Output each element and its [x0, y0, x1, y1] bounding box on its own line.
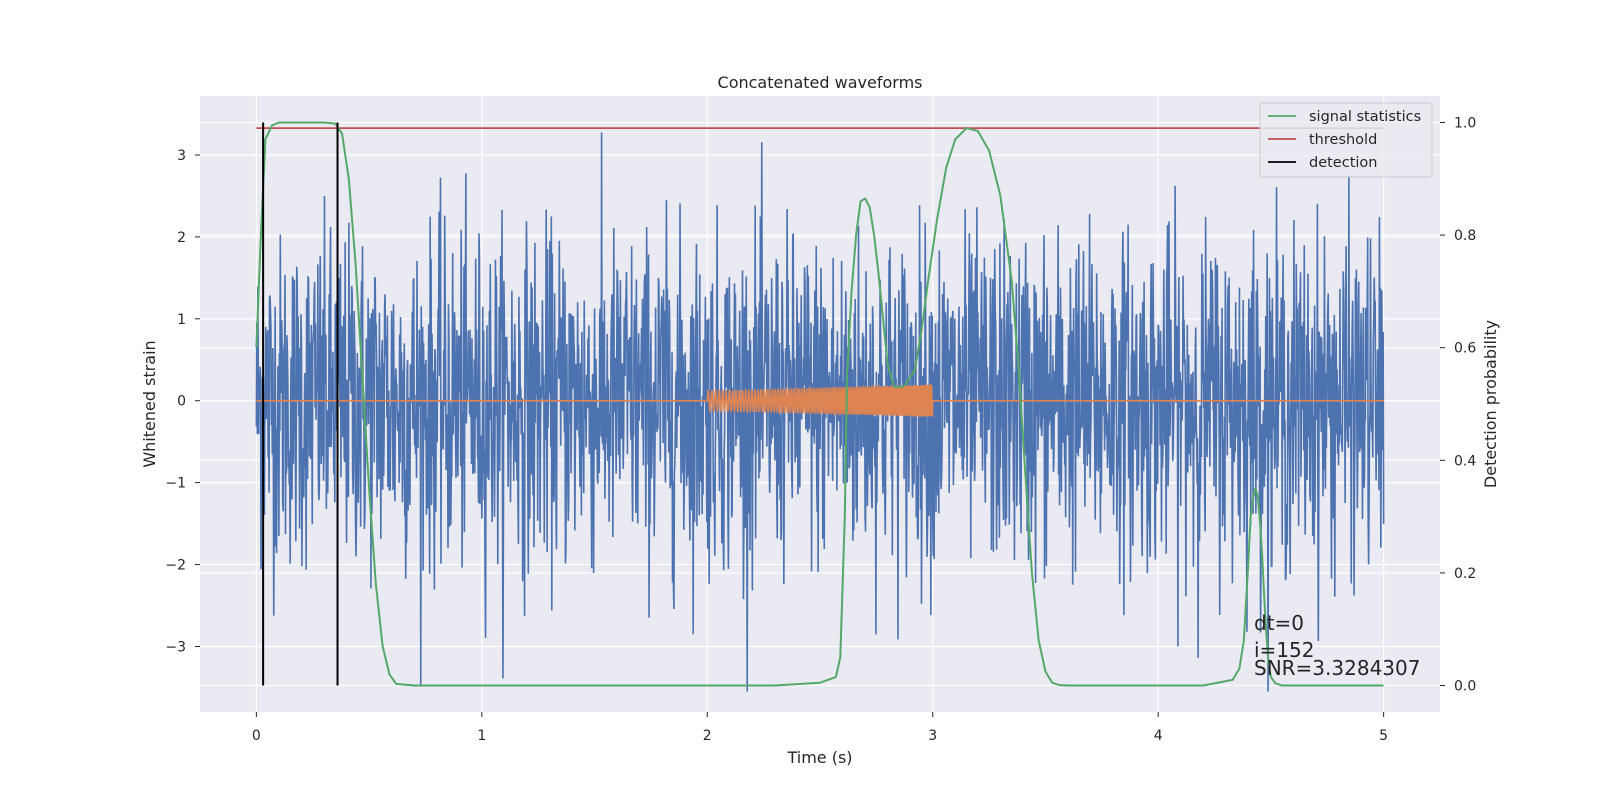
y-tick-label-left: −2	[165, 558, 186, 574]
legend-label-detection: detection	[1309, 155, 1377, 171]
y-tick-label-right: 0.4	[1454, 453, 1476, 469]
x-tick-label: 1	[477, 728, 486, 744]
x-tick-label: 2	[703, 728, 712, 744]
y-axis-label-left: Whitened strain	[140, 340, 159, 467]
signal-statistics-line	[255, 121, 1384, 687]
x-tick-label: 4	[1154, 728, 1163, 744]
y-tick-label-left: 2	[177, 230, 186, 246]
chart-title: Concatenated waveforms	[718, 73, 923, 92]
left-axis-ticks: −3 −2 −1 0 1 2 3	[165, 148, 200, 655]
annotation-snr: SNR=3.3284307	[1254, 656, 1420, 680]
y-tick-label-left: −1	[165, 476, 186, 492]
y-tick-label-right: 0.0	[1454, 679, 1476, 695]
whitened-strain-line	[255, 132, 1385, 692]
legend-label-signal-statistics: signal statistics	[1309, 109, 1421, 125]
legend-box	[1259, 102, 1433, 178]
legend-label-threshold: threshold	[1309, 132, 1377, 148]
y-tick-label-left: 3	[177, 148, 186, 164]
y-tick-label-right: 0.6	[1454, 341, 1476, 357]
y-tick-label-right: 0.8	[1454, 228, 1476, 244]
legend: signal statistics threshold detection	[1259, 102, 1433, 178]
x-axis-label: Time (s)	[786, 748, 852, 767]
y-tick-label-left: −3	[165, 639, 186, 655]
x-tick-label: 5	[1379, 728, 1388, 744]
x-tick-label: 0	[252, 728, 261, 744]
y-tick-label-left: 1	[177, 312, 186, 328]
annotation-dt: dt=0	[1254, 611, 1304, 635]
series-layer	[255, 121, 1385, 692]
y-tick-label-left: 0	[177, 394, 186, 410]
y-tick-label-right: 1.0	[1454, 115, 1476, 131]
annotation-index: i=152	[1254, 638, 1315, 662]
right-axis-ticks: 0.0 0.2 0.4 0.6 0.8 1.0	[1440, 115, 1476, 695]
x-tick-label: 3	[928, 728, 937, 744]
y-tick-label-right: 0.2	[1454, 566, 1476, 582]
y-axis-label-right: Detection probability	[1481, 320, 1500, 488]
x-axis-ticks: 0 1 2 3 4 5	[252, 712, 1388, 744]
annotation-block: dt=0 i=152 SNR=3.3284307	[1254, 611, 1420, 680]
